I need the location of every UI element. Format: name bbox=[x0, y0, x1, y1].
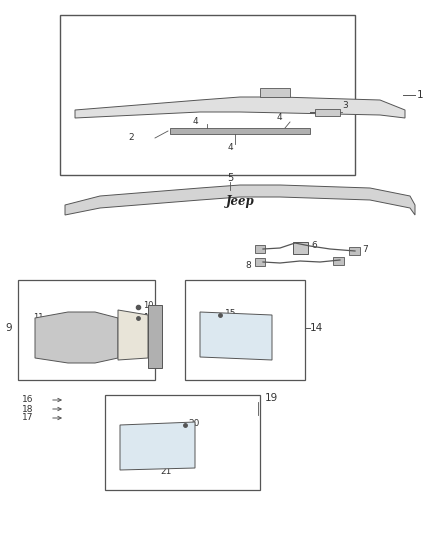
Text: 8: 8 bbox=[245, 261, 251, 270]
Bar bbox=[333, 257, 344, 265]
Bar bbox=[60, 15, 355, 175]
Text: 20: 20 bbox=[188, 418, 199, 427]
Polygon shape bbox=[75, 97, 405, 118]
Text: 14: 14 bbox=[310, 323, 323, 333]
Text: 10: 10 bbox=[143, 302, 153, 311]
Text: 5: 5 bbox=[227, 173, 233, 183]
Text: 16: 16 bbox=[22, 395, 33, 405]
Text: 18: 18 bbox=[22, 405, 33, 414]
Text: 11: 11 bbox=[33, 313, 43, 322]
Bar bbox=[255, 245, 265, 253]
Bar bbox=[105, 395, 260, 490]
Bar bbox=[18, 280, 155, 380]
Bar bbox=[293, 242, 308, 254]
Bar bbox=[349, 247, 360, 255]
Text: 6: 6 bbox=[311, 241, 317, 251]
Text: 4: 4 bbox=[193, 117, 198, 125]
Polygon shape bbox=[148, 305, 162, 368]
Text: 3: 3 bbox=[342, 101, 348, 110]
Polygon shape bbox=[200, 312, 272, 360]
Polygon shape bbox=[65, 185, 415, 215]
Text: 9: 9 bbox=[5, 323, 12, 333]
Text: Jeep: Jeep bbox=[226, 196, 254, 208]
Text: 12: 12 bbox=[143, 313, 153, 322]
Text: 7: 7 bbox=[362, 245, 368, 254]
Text: 17: 17 bbox=[22, 414, 33, 423]
Polygon shape bbox=[315, 109, 340, 116]
Bar bbox=[255, 258, 265, 266]
Text: 21: 21 bbox=[160, 467, 171, 477]
Polygon shape bbox=[170, 128, 310, 134]
Text: 4: 4 bbox=[277, 114, 283, 123]
Polygon shape bbox=[120, 422, 195, 470]
Polygon shape bbox=[118, 310, 148, 360]
Text: 2: 2 bbox=[128, 133, 134, 142]
Text: 1: 1 bbox=[417, 90, 424, 100]
Bar bbox=[185, 280, 305, 380]
Polygon shape bbox=[260, 88, 290, 97]
Text: 15: 15 bbox=[225, 309, 237, 318]
Text: 4: 4 bbox=[228, 143, 233, 152]
Text: 19: 19 bbox=[265, 393, 278, 403]
Polygon shape bbox=[35, 312, 118, 363]
